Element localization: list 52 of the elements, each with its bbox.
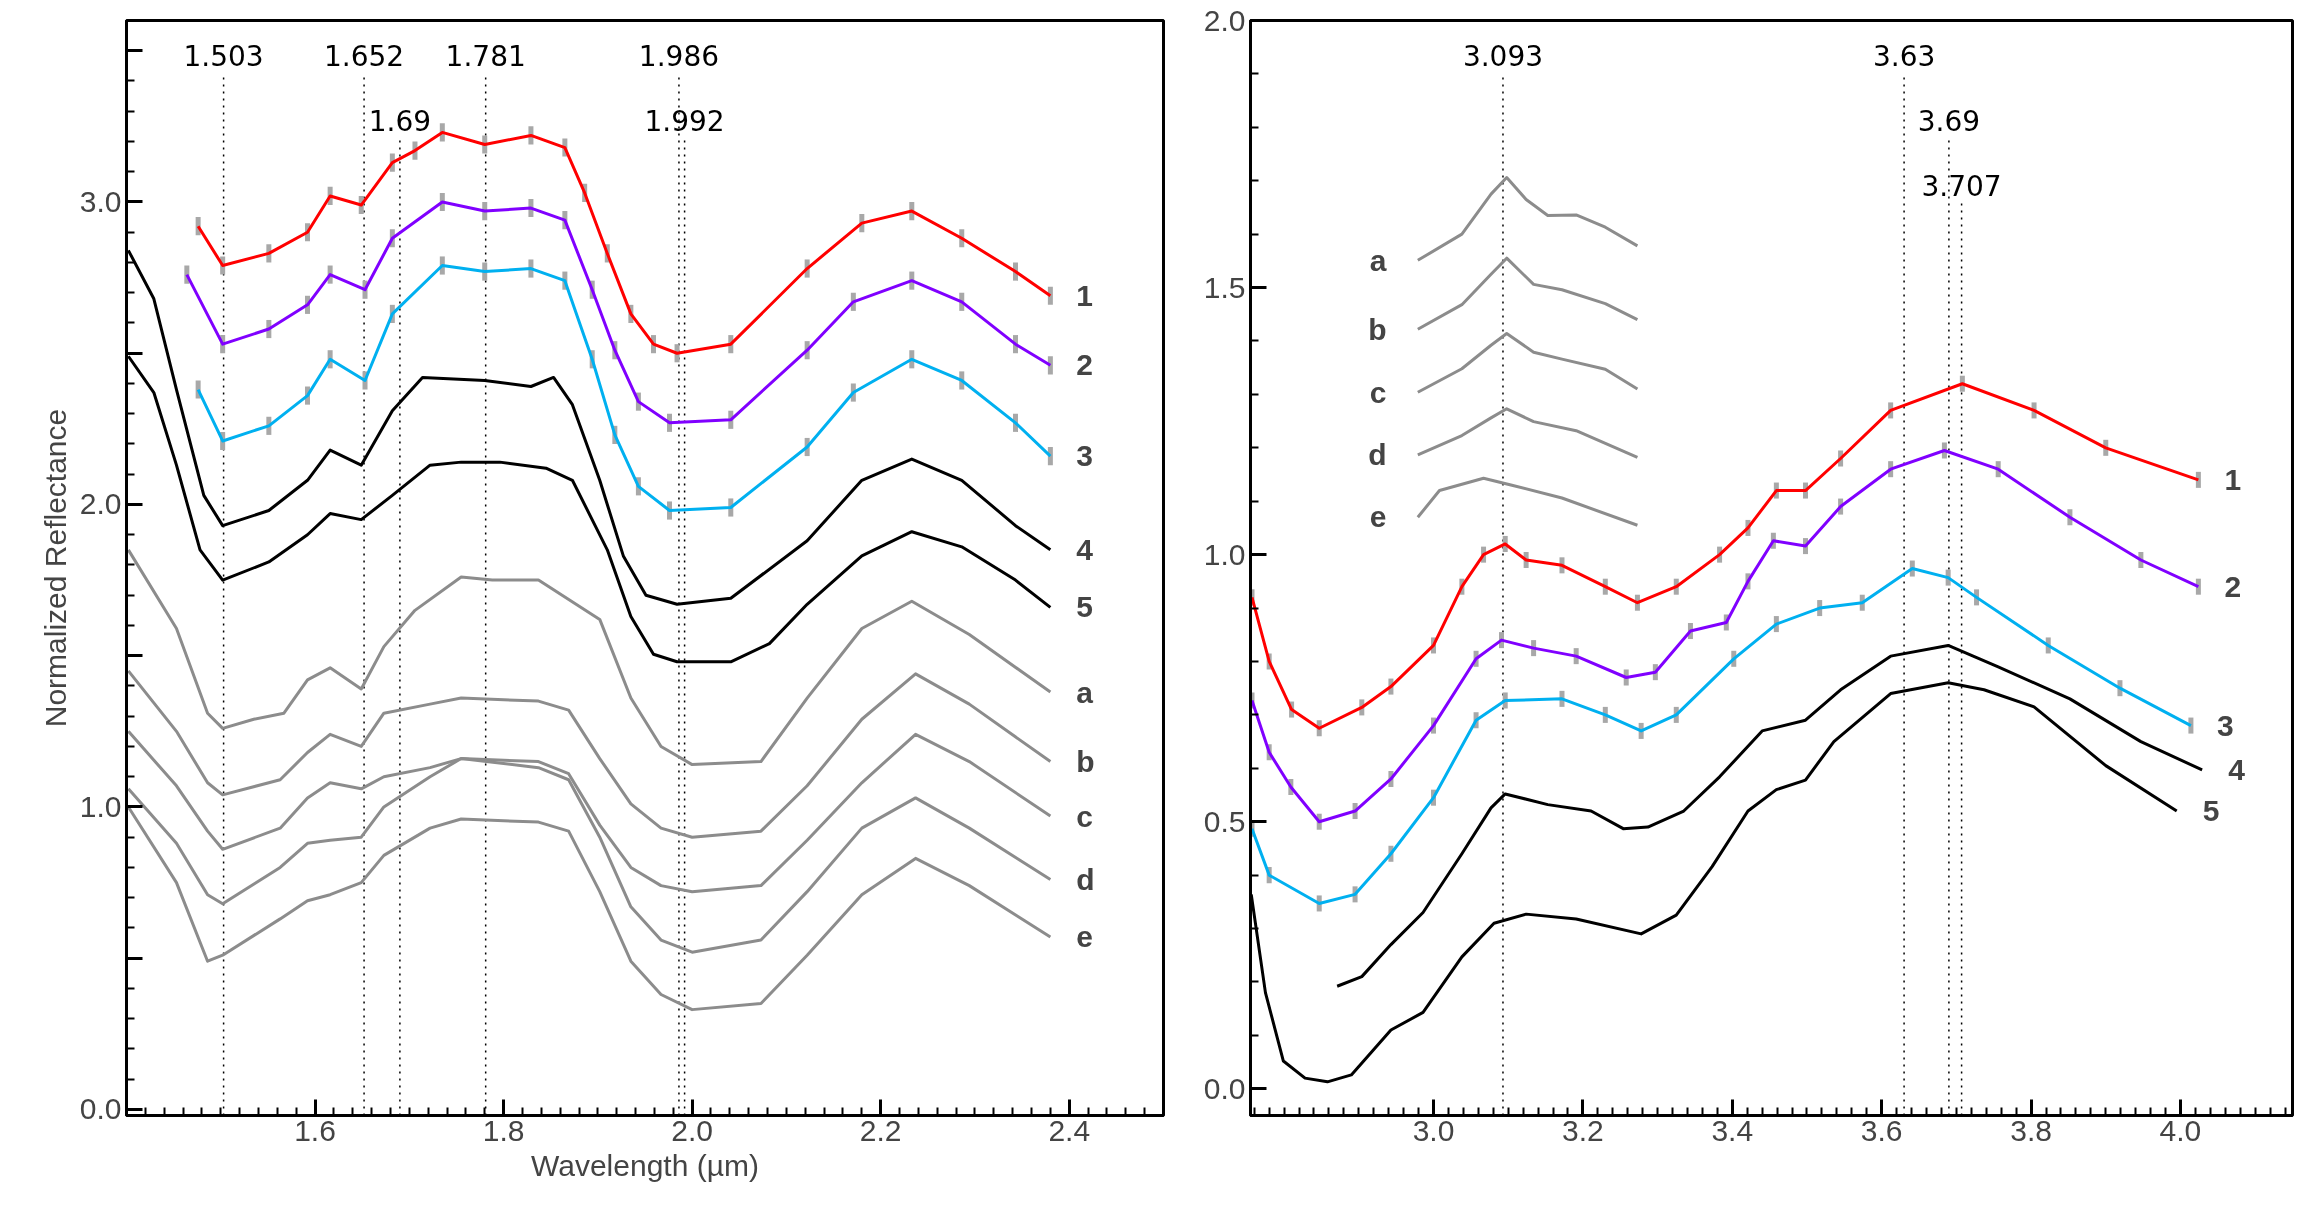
x-tick-label: 4.0 [2159,1113,2202,1147]
series-label: 4 [2228,752,2246,786]
series-label: a [1076,675,1094,709]
y-tick-label: 1.0 [79,789,122,823]
series-label: c [1076,799,1093,833]
series-label: e [1076,920,1093,954]
series-label: 1 [1076,278,1093,312]
ref-line-label: 1.781 [445,39,526,73]
series-label: 2 [1076,348,1093,382]
series-label: 3 [2216,708,2234,742]
ref-line-label: 3.707 [1921,169,2002,203]
ref-line-label: 1.992 [644,104,725,138]
x-tick-label: 2.4 [1048,1113,1091,1147]
y-tick-label: 1.5 [1203,270,1246,304]
ref-line-label: 1.652 [323,39,405,73]
y-tick-label: 2.0 [79,487,122,521]
series-label: a [1369,243,1387,277]
x-axis-title: Wavelength (µm) [531,1148,759,1182]
series-label: d [1076,863,1095,897]
y-tick-label: 0.0 [79,1092,122,1126]
series-label: 5 [1076,590,1093,624]
y-tick-label: 0.5 [1203,804,1246,838]
series-label: 1 [2224,462,2242,496]
series-label: b [1076,745,1095,779]
y-axis-title: Normalized Reflectance [38,408,72,728]
y-tick-label: 0.0 [1203,1071,1246,1105]
x-tick-label: 3.2 [1562,1113,1604,1147]
ref-line-label: 3.093 [1462,39,1544,73]
x-tick-label: 1.8 [482,1113,525,1147]
x-tick-label: 1.6 [294,1113,336,1147]
x-tick-label: 3.6 [1860,1113,1903,1147]
ref-line-label: 1.503 [183,39,264,73]
series-label: 4 [1076,532,1094,566]
series-label: 3 [1076,439,1093,473]
x-tick-label: 3.4 [1711,1113,1754,1147]
y-tick-label: 1.0 [1203,537,1246,571]
y-tick-label: 2.0 [1203,3,1246,37]
series-label: 2 [2224,569,2242,603]
series-label: b [1368,312,1387,346]
x-tick-label: 3.8 [2010,1113,2052,1147]
x-tick-label: 2.2 [859,1113,902,1147]
series-label: d [1368,438,1387,472]
ref-line-label: 3.69 [1917,104,1981,138]
series-label: 5 [2202,794,2220,828]
x-tick-label: 2.0 [671,1113,713,1147]
y-tick-label: 3.0 [79,184,122,218]
ref-line-label: 3.63 [1872,39,1936,73]
x-tick-label: 3.0 [1412,1113,1455,1147]
ref-line-label: 1.69 [368,104,432,138]
series-label: e [1369,500,1387,534]
series-label: c [1369,375,1387,409]
ref-line-label: 1.986 [638,39,720,73]
